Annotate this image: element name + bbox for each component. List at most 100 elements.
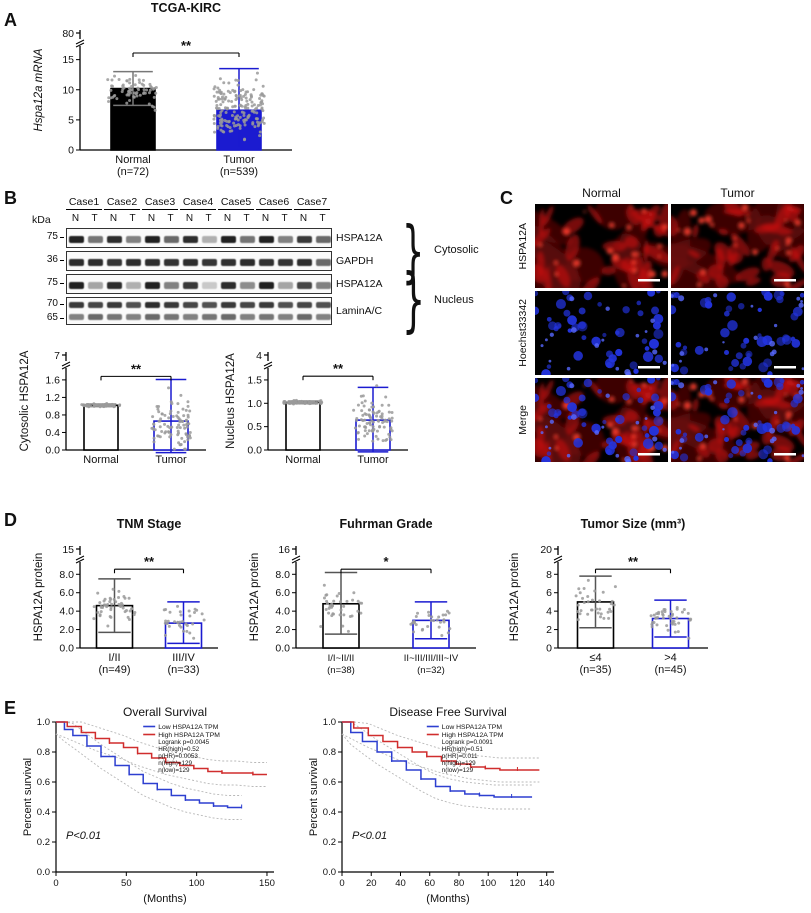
blot-band — [88, 314, 103, 320]
blot-target-label: GAPDH — [336, 255, 374, 267]
lane-label: T — [281, 213, 288, 224]
svg-text:6.0: 6.0 — [275, 587, 290, 599]
svg-text:I/I~II/II: I/I~II/II — [328, 653, 355, 664]
svg-text:0: 0 — [546, 643, 552, 655]
panel-d-fuhrman-chart: 16 0.0 2.0 4.0 6.0 8.0 * I/I~II/II(n=38) II~III/… — [249, 517, 476, 676]
svg-text:1.0: 1.0 — [247, 398, 262, 410]
micrograph-merge-tumor — [671, 378, 804, 462]
panel-b-nucleus-chart: 4 0.0 0.5 1.0 1.5 ** Normal Tumor Nucleus HSPA12… — [225, 350, 408, 466]
svg-text:0.4: 0.4 — [45, 427, 60, 439]
svg-text:20: 20 — [366, 878, 377, 889]
micrograph-hoechst-normal — [535, 291, 668, 375]
svg-text:4.0: 4.0 — [275, 606, 290, 618]
blot-band — [240, 302, 255, 308]
row-label-text: Merge — [517, 405, 529, 435]
panel-a-label: A — [4, 10, 17, 30]
panel-e-disease-free-survival-chart: 0.0 0.2 0.4 0.6 0.8 1.0 0 20 40 60 80 100 120 140 Low … — [308, 705, 555, 905]
lane-label: T — [243, 213, 250, 224]
svg-text:60: 60 — [424, 878, 435, 889]
blot-band — [183, 302, 198, 308]
lane-label: N — [147, 213, 156, 224]
svg-text:2.0: 2.0 — [59, 624, 74, 636]
blot-strip — [66, 228, 332, 248]
blot-band — [316, 258, 331, 266]
svg-text:4.0: 4.0 — [59, 606, 74, 618]
blot-band — [221, 281, 236, 289]
blot-band — [107, 235, 122, 243]
lane-label: N — [71, 213, 80, 224]
svg-text:1.2: 1.2 — [45, 392, 60, 404]
nucleus-brace: } — [402, 259, 426, 341]
svg-text:0.4: 0.4 — [37, 807, 50, 818]
svg-text:TNM Stage: TNM Stage — [117, 517, 182, 531]
kda-tick — [60, 318, 64, 319]
blot-target-label: LaminA/C — [336, 305, 383, 317]
blot-kda: 75 36 75 70 65 — [30, 228, 64, 328]
blot-band — [278, 302, 293, 308]
blot-band — [316, 235, 331, 243]
lane-label: T — [91, 213, 98, 224]
panel-c-normal-header: Normal — [582, 186, 621, 200]
blot-band — [164, 258, 179, 266]
blot-band — [316, 281, 331, 289]
svg-text:Tumor Size (mm³): Tumor Size (mm³) — [581, 517, 686, 531]
blot-band — [202, 281, 217, 289]
svg-text:0.0: 0.0 — [59, 643, 74, 655]
blot-band — [259, 314, 274, 320]
svg-text:8.0: 8.0 — [275, 569, 290, 581]
blot-band — [259, 258, 274, 266]
svg-text:n(high)=129: n(high)=129 — [158, 760, 192, 767]
blot-panel: kDa Case1 Case2 Case3 Case4 Case5 Case6 Case7 … — [30, 196, 500, 335]
blot-band — [126, 302, 141, 308]
svg-text:(Months): (Months) — [426, 893, 469, 905]
svg-text:20: 20 — [540, 544, 552, 556]
svg-text:10: 10 — [62, 84, 74, 96]
blot-band — [316, 314, 331, 320]
svg-text:HSPA12A protein: HSPA12A protein — [509, 553, 521, 642]
blot-strip — [66, 251, 332, 271]
kda-tick — [60, 260, 64, 261]
svg-text:6.0: 6.0 — [59, 587, 74, 599]
blot-band — [221, 302, 236, 308]
svg-text:n(high)=129: n(high)=129 — [442, 760, 476, 767]
blot-band — [107, 281, 122, 289]
svg-text:4: 4 — [546, 606, 552, 618]
svg-text:Low HSPA12A TPM: Low HSPA12A TPM — [442, 724, 503, 731]
case-label: Case6 — [256, 196, 292, 210]
blot-band — [297, 235, 312, 243]
blot-band — [221, 314, 236, 320]
kda-marker: 75 — [46, 231, 58, 242]
svg-text:HSPA12A protein: HSPA12A protein — [33, 553, 45, 642]
svg-text:0.8: 0.8 — [37, 747, 50, 758]
svg-text:(n=38): (n=38) — [327, 665, 355, 676]
blot-band — [145, 314, 160, 320]
blot-band — [297, 314, 312, 320]
blot-band — [278, 258, 293, 266]
svg-text:140: 140 — [539, 878, 555, 889]
blot-band — [145, 235, 160, 243]
svg-text:8.0: 8.0 — [59, 569, 74, 581]
blot-band — [183, 314, 198, 320]
svg-text:15: 15 — [62, 54, 74, 66]
blot-band — [259, 281, 274, 289]
lane-label: N — [299, 213, 308, 224]
kda-marker: 70 — [46, 298, 58, 309]
svg-text:Percent survival: Percent survival — [22, 758, 34, 836]
blot-band — [69, 281, 84, 289]
svg-text:0.2: 0.2 — [37, 837, 50, 848]
kda-marker: 36 — [46, 254, 58, 265]
blot-band — [240, 235, 255, 243]
row-label-text: Hoechst33342 — [517, 299, 529, 367]
blot-band — [316, 302, 331, 308]
svg-text:High HSPA12A TPM: High HSPA12A TPM — [158, 732, 220, 739]
blot-band — [183, 281, 198, 289]
svg-text:Logrank p=0.0091: Logrank p=0.0091 — [442, 739, 493, 746]
svg-text:HR(high)=0.52: HR(high)=0.52 — [158, 746, 200, 753]
blot-band — [221, 235, 236, 243]
svg-text:6: 6 — [546, 587, 552, 599]
svg-text:40: 40 — [395, 878, 406, 889]
blot-band — [107, 258, 122, 266]
blot-band — [259, 302, 274, 308]
blot-band — [278, 281, 293, 289]
